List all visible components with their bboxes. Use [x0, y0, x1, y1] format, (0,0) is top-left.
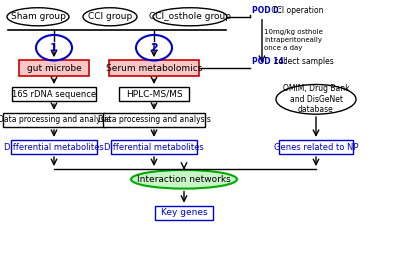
Text: Differential metabolites: Differential metabolites: [104, 143, 204, 151]
Text: gut microbe: gut microbe: [27, 64, 81, 73]
Text: Key genes: Key genes: [161, 208, 207, 217]
Text: Interaction networks: Interaction networks: [137, 175, 231, 184]
Ellipse shape: [83, 8, 137, 26]
Text: CCI operation: CCI operation: [269, 6, 324, 15]
Text: HPLC-MS/MS: HPLC-MS/MS: [126, 90, 182, 99]
FancyBboxPatch shape: [155, 206, 213, 220]
Text: 16S rDNA sequence: 16S rDNA sequence: [12, 90, 96, 99]
Text: Genes related to NP: Genes related to NP: [274, 143, 358, 151]
FancyBboxPatch shape: [3, 113, 105, 127]
Ellipse shape: [131, 170, 237, 189]
Text: Sham group: Sham group: [10, 12, 66, 21]
FancyBboxPatch shape: [103, 113, 205, 127]
FancyBboxPatch shape: [119, 87, 189, 101]
Text: 1: 1: [50, 43, 58, 53]
Text: OMIM, Drug Bank
and DisGeNet
database: OMIM, Drug Bank and DisGeNet database: [283, 84, 349, 114]
Text: Serum metabolomics: Serum metabolomics: [106, 64, 202, 73]
Text: Differential metabolites: Differential metabolites: [4, 143, 104, 151]
Text: 2: 2: [150, 43, 158, 53]
FancyBboxPatch shape: [19, 60, 89, 76]
Text: POD 0:: POD 0:: [252, 6, 282, 15]
Text: collect samples: collect samples: [272, 57, 333, 66]
Text: POD 14:: POD 14:: [252, 57, 287, 66]
Text: Data processing and analysis: Data processing and analysis: [0, 116, 110, 124]
Ellipse shape: [276, 85, 356, 114]
Text: CCI_osthole group: CCI_osthole group: [149, 12, 231, 21]
Text: Data processing and analysis: Data processing and analysis: [98, 116, 210, 124]
FancyBboxPatch shape: [11, 140, 97, 154]
FancyBboxPatch shape: [109, 60, 199, 76]
FancyBboxPatch shape: [279, 140, 353, 154]
Text: 10mg/kg osthole
intraperitoneally
once a day: 10mg/kg osthole intraperitoneally once a…: [264, 29, 323, 51]
Ellipse shape: [7, 8, 69, 26]
Text: CCI group: CCI group: [88, 12, 132, 21]
FancyBboxPatch shape: [12, 87, 96, 101]
FancyBboxPatch shape: [111, 140, 197, 154]
Ellipse shape: [153, 8, 227, 26]
